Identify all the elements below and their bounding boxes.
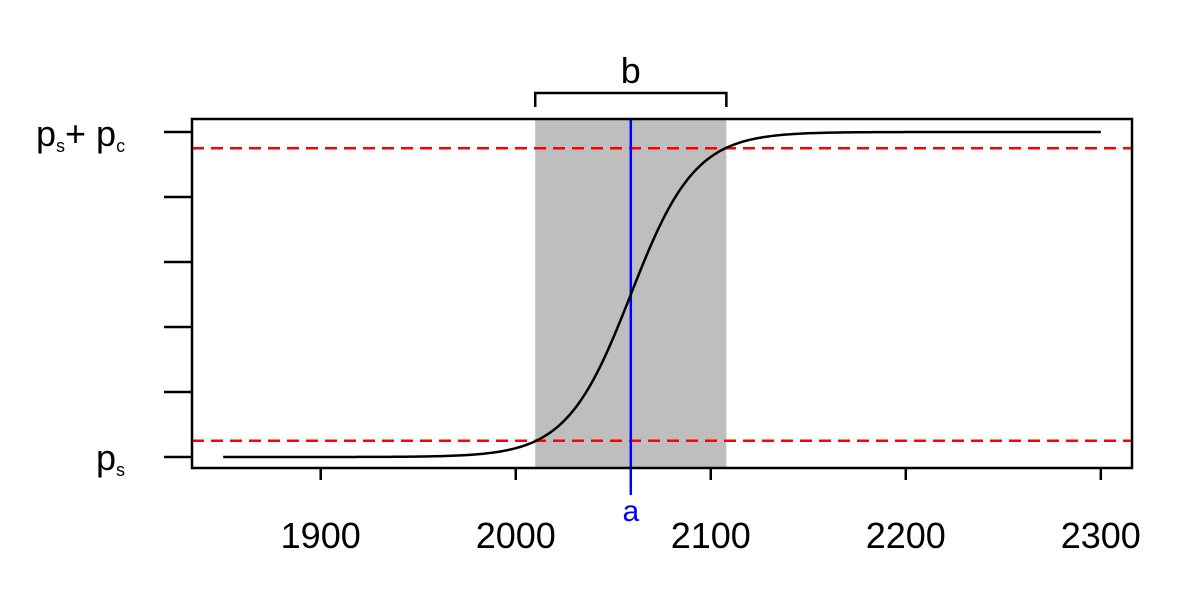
reference-lines-layer — [192, 119, 1132, 495]
annotation-layer: ab — [533, 50, 728, 528]
series-line-1 — [223, 130, 1101, 459]
x-tick-label-2000: 2000 — [476, 515, 556, 556]
x-tick-label-2300: 2300 — [1061, 515, 1141, 556]
x-tick-label-2100: 2100 — [671, 515, 751, 556]
vertical-line-label: a — [622, 495, 639, 528]
axes-layer: 1900 2000 2100 2200 2300 ps ps+ pc — [36, 113, 1141, 556]
interval-bracket — [533, 91, 728, 107]
x-tick-label-2200: 2200 — [866, 515, 946, 556]
x-tick-label-1900: 1900 — [281, 515, 361, 556]
y-tick-label-top: ps+ pc — [36, 113, 125, 156]
curve-layer — [223, 130, 1101, 459]
bracket-label: b — [621, 50, 641, 91]
y-tick-label-bottom: ps — [96, 437, 125, 480]
plot-frame — [190, 117, 1134, 470]
